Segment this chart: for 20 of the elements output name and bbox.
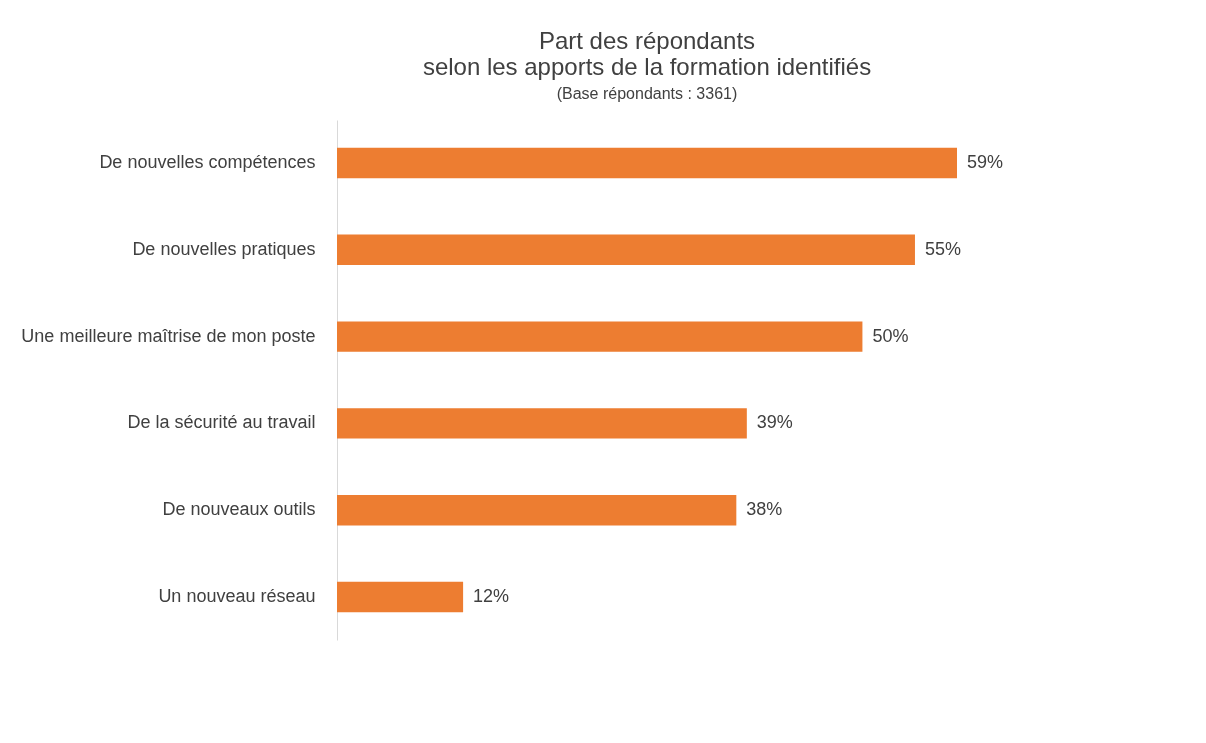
chart-title: Part des répondants selon les apports de la formation identifiés bbox=[422, 27, 872, 80]
y-tick-label: Une meilleure maîtrise de mon poste bbox=[21, 325, 316, 346]
y-tick-label: De nouvelles pratiques bbox=[132, 238, 316, 259]
chart-subtitle: (Base répondants : 3361) bbox=[556, 85, 738, 102]
data-label: 12% bbox=[473, 586, 510, 607]
data-label: 50% bbox=[872, 325, 909, 346]
y-tick-label: De nouveaux outils bbox=[162, 499, 316, 520]
y-tick-label: De nouvelles compétences bbox=[99, 151, 316, 172]
data-label: 38% bbox=[746, 499, 783, 520]
bar bbox=[337, 147, 957, 179]
bar bbox=[337, 495, 737, 526]
bar bbox=[337, 408, 747, 439]
bar bbox=[337, 581, 464, 613]
bar bbox=[337, 321, 863, 352]
data-label: 39% bbox=[756, 412, 793, 433]
data-label: 59% bbox=[967, 151, 1004, 172]
bar bbox=[337, 234, 915, 265]
y-tick-label: De la sécurité au travail bbox=[127, 412, 316, 433]
y-tick-label: Un nouveau réseau bbox=[158, 586, 316, 607]
data-label: 55% bbox=[924, 238, 961, 259]
